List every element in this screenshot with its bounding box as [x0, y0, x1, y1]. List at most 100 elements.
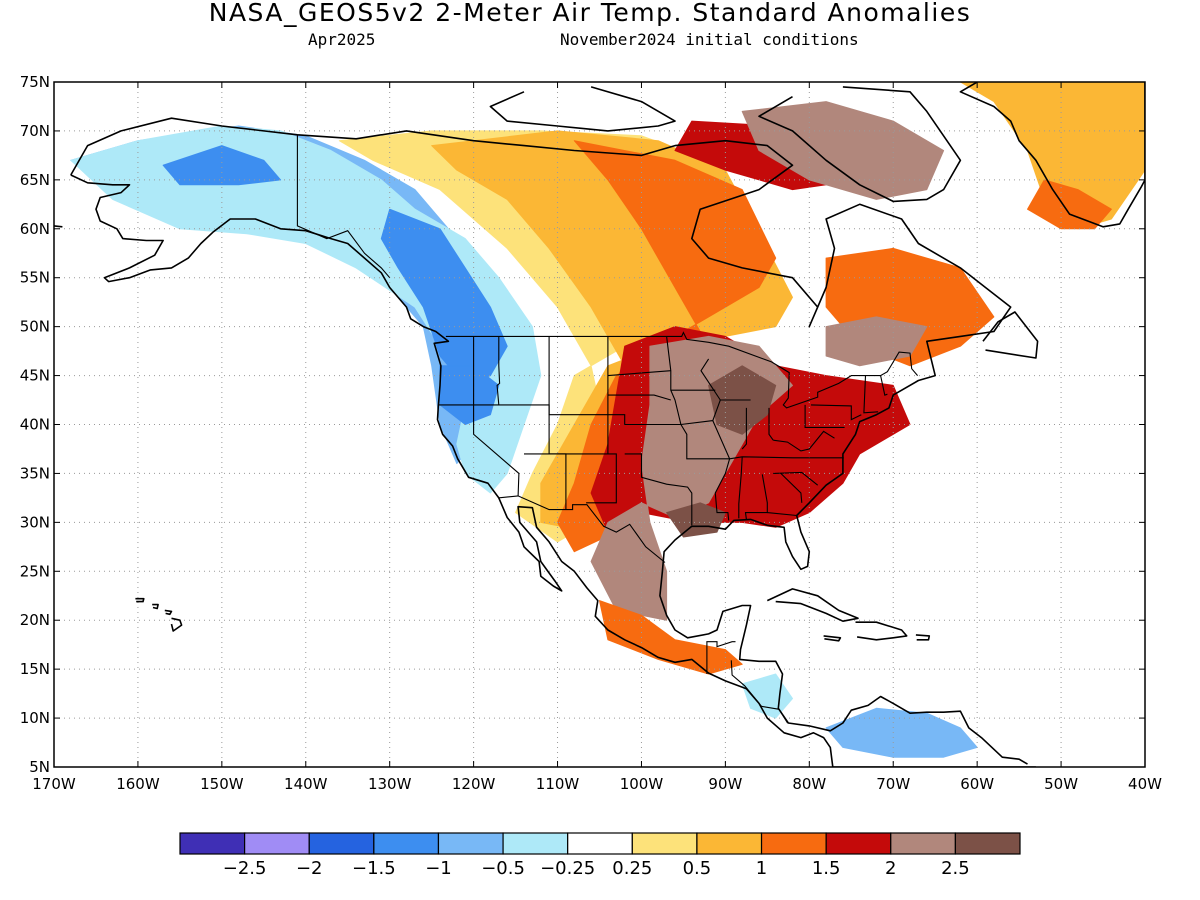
- colorbar-label: 0.5: [683, 858, 712, 879]
- coastline: [489, 86, 676, 132]
- coastline: [70, 174, 834, 767]
- colorbar-label: −0.25: [540, 858, 595, 879]
- lat-tick-label: 65N: [20, 171, 50, 189]
- border-line: [810, 404, 862, 421]
- colorbar-label: −1.5: [352, 858, 396, 879]
- border-line: [624, 453, 693, 526]
- coastline: [915, 634, 931, 641]
- border-line: [741, 407, 747, 450]
- lat-tick-label: 25N: [20, 562, 50, 580]
- initial-conditions: November2024 initial conditions: [560, 30, 859, 49]
- border-line: [473, 336, 520, 496]
- border-line: [296, 134, 391, 279]
- border-line: [680, 399, 751, 426]
- lat-tick-label: 35N: [20, 464, 50, 482]
- lon-tick-label: 90W: [708, 775, 742, 793]
- border-line: [780, 473, 803, 503]
- colorbar-label: −2: [296, 858, 323, 879]
- lon-tick-label: 100W: [620, 775, 664, 793]
- colorbar-swatch: [179, 832, 246, 855]
- colorbar-label: 1: [756, 858, 767, 879]
- lon-tick-label: 70W: [876, 775, 910, 793]
- colorbar-swatch: [696, 832, 763, 855]
- colorbar-label: −0.5: [481, 858, 525, 879]
- longitude-ticks: 170W 160W 150W 140W 130W 120W 110W 100W 90W 80W 70…: [32, 82, 1162, 793]
- anomaly-region: [70, 125, 542, 494]
- lon-tick-label: 80W: [792, 775, 826, 793]
- coastlines: [54, 82, 1145, 767]
- colorbar-swatch: [437, 832, 504, 855]
- lon-tick-label: 40W: [1128, 775, 1162, 793]
- colorbar-label: 0.25: [612, 858, 652, 879]
- coastline: [152, 603, 159, 610]
- colorbar-label: 1.5: [812, 858, 841, 879]
- coastline: [959, 82, 1145, 228]
- coastline: [54, 225, 63, 228]
- colorbar-label: −2.5: [223, 858, 267, 879]
- colorbar-swatch: [760, 832, 827, 855]
- coastline: [170, 617, 183, 632]
- border-line: [767, 512, 797, 517]
- lat-tick-label: 15N: [20, 660, 50, 678]
- border-line: [738, 456, 743, 519]
- forecast-month: Apr2025: [308, 30, 375, 49]
- border-line: [524, 453, 567, 510]
- colorbar-swatch: [308, 832, 375, 855]
- lat-tick-label: 55N: [20, 269, 50, 287]
- border-line: [804, 404, 845, 428]
- lat-tick-label: 5N: [29, 758, 50, 776]
- anomaly-region: [741, 101, 945, 200]
- border-line: [773, 430, 835, 452]
- lon-tick-label: 110W: [536, 775, 580, 793]
- coastline: [766, 588, 859, 623]
- lon-tick-label: 150W: [200, 775, 244, 793]
- coastline: [164, 609, 173, 616]
- lat-tick-label: 20N: [20, 611, 50, 629]
- border-line: [497, 495, 666, 563]
- lat-tick-label: 30N: [20, 513, 50, 531]
- lon-tick-label: 60W: [960, 775, 994, 793]
- coastline: [135, 597, 145, 603]
- lon-tick-label: 160W: [116, 775, 160, 793]
- colorbar: −2.5 −2 −1.5 −1 −0.5 −0.25 0.25 0.5 1 1.5 2 2.5: [179, 832, 1021, 879]
- border-line: [863, 375, 879, 414]
- border-line: [548, 336, 617, 504]
- lon-tick-label: 130W: [368, 775, 412, 793]
- colorbar-swatch: [890, 832, 956, 855]
- lat-tick-label: 45N: [20, 367, 50, 385]
- colorbar-swatch: [502, 832, 569, 855]
- colorbar-swatch: [631, 832, 698, 855]
- border-line: [712, 420, 731, 521]
- coastline: [855, 621, 908, 641]
- colorbar-swatch: [373, 832, 440, 855]
- border-line: [773, 471, 819, 486]
- coastline: [982, 311, 1039, 359]
- anomaly-region: [741, 673, 793, 719]
- border-line: [445, 331, 919, 409]
- border-line: [768, 407, 774, 441]
- map-title: NASA_GEOS5v2 2-Meter Air Temp. Standard …: [209, 0, 971, 27]
- anomaly-region: [162, 145, 282, 186]
- colorbar-label: 2: [885, 858, 896, 879]
- border-line: [880, 375, 888, 396]
- colorbar-label: −1: [425, 858, 452, 879]
- lat-tick-label: 75N: [20, 73, 50, 91]
- lon-tick-label: 50W: [1044, 775, 1078, 793]
- colorbar-swatch: [567, 832, 633, 855]
- lat-tick-label: 70N: [20, 122, 50, 140]
- border-line: [496, 336, 501, 405]
- colorbar-swatch: [825, 832, 892, 855]
- anomaly-region: [825, 707, 978, 758]
- lon-tick-label: 140W: [284, 775, 328, 793]
- colorbar-swatch: [244, 832, 310, 855]
- lon-tick-label: 170W: [32, 775, 76, 793]
- anomaly-shading: [70, 82, 1145, 758]
- lat-tick-label: 10N: [20, 709, 50, 727]
- coastline: [70, 117, 1028, 765]
- colorbar-swatch: [954, 832, 1021, 855]
- coastline: [823, 635, 842, 642]
- lat-tick-label: 60N: [20, 220, 50, 238]
- latitude-ticks: 75N 70N 65N 60N 55N 50N 45N 40N 35N 30N 25N 20N 15N 1…: [20, 73, 1145, 776]
- lat-tick-label: 40N: [20, 416, 50, 434]
